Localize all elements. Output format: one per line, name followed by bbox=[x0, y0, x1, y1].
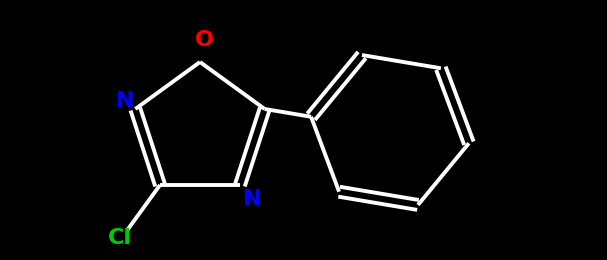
Text: N: N bbox=[116, 91, 135, 111]
Text: O: O bbox=[194, 30, 214, 50]
Text: N: N bbox=[243, 189, 261, 209]
Text: Cl: Cl bbox=[107, 228, 132, 248]
